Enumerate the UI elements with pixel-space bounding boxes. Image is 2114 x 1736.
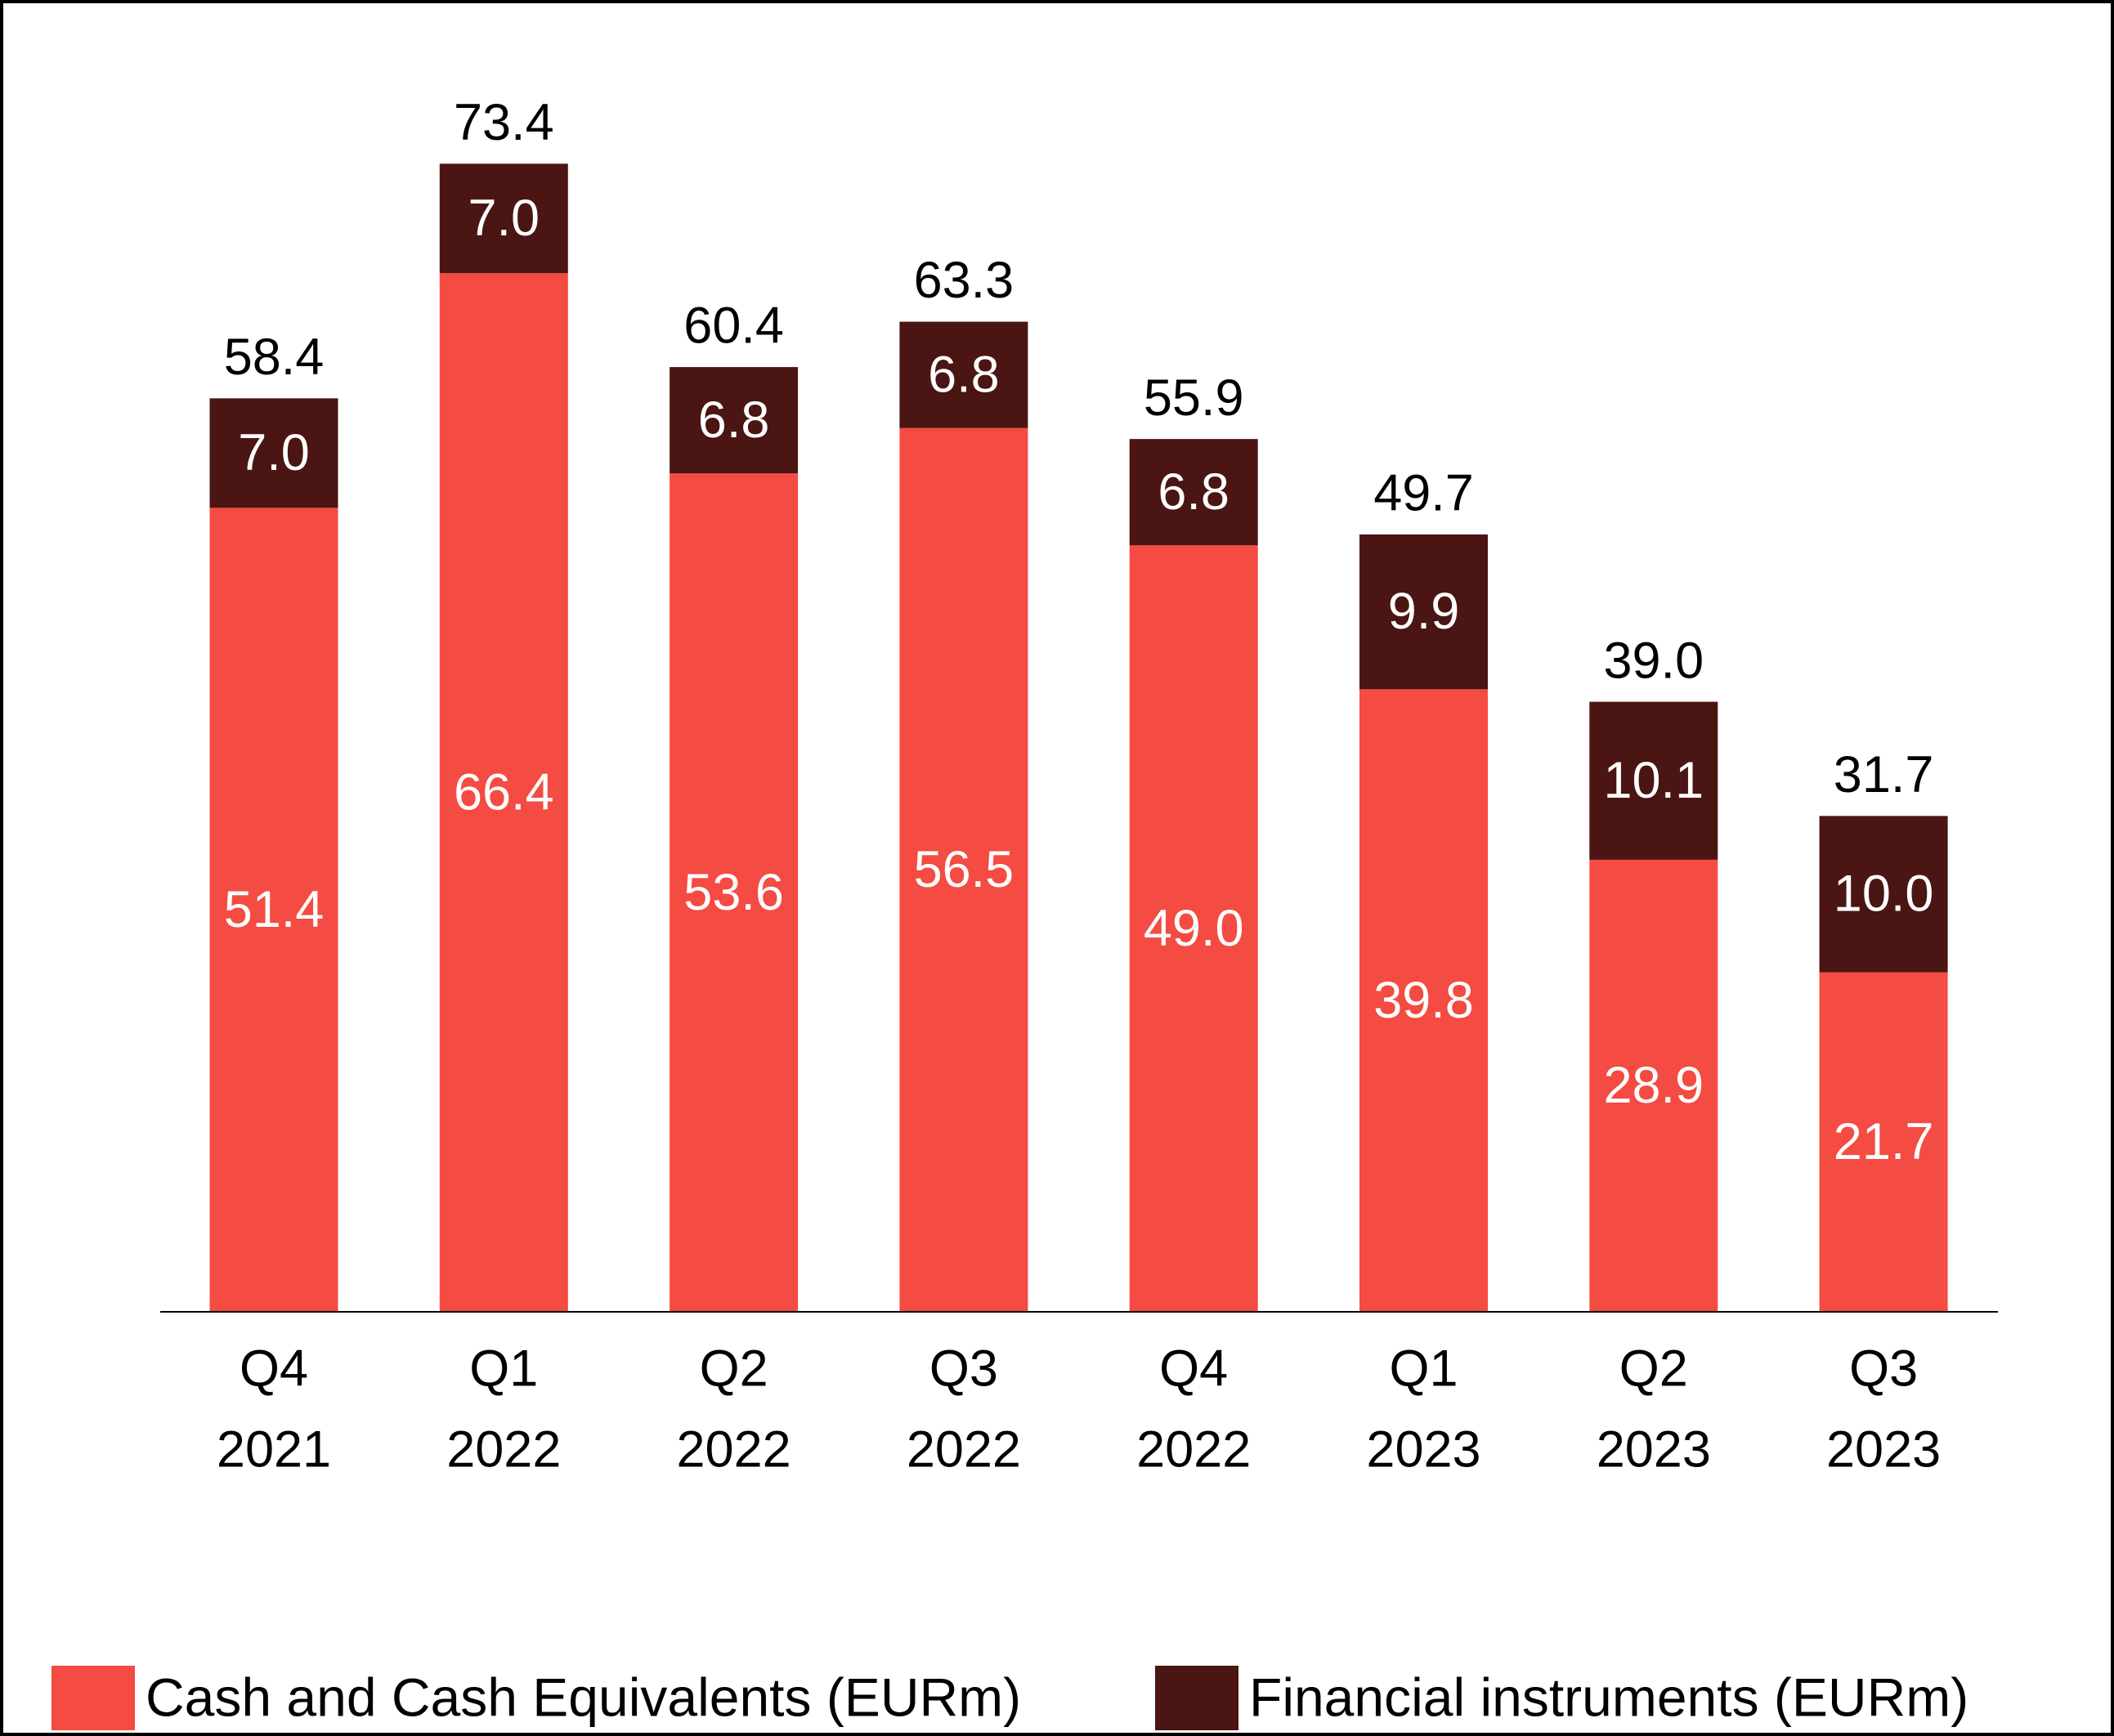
value-label: 10.1 xyxy=(1603,752,1704,809)
bar-segment xyxy=(209,398,338,508)
total-label: 58.4 xyxy=(224,329,325,386)
total-label: 63.3 xyxy=(914,252,1014,309)
value-label: 28.9 xyxy=(1603,1057,1704,1114)
x-tick-label: Q1 xyxy=(1389,1340,1458,1398)
x-tick-label: Q3 xyxy=(929,1340,998,1398)
bar-segment xyxy=(1589,859,1718,1312)
bar-segment xyxy=(439,273,568,1312)
x-tick-label: Q1 xyxy=(469,1340,538,1398)
total-label: 73.4 xyxy=(454,94,554,151)
bar-segment xyxy=(670,473,799,1312)
x-tick-label: 2023 xyxy=(1597,1421,1711,1479)
bar-segment xyxy=(209,508,338,1312)
value-label: 39.8 xyxy=(1373,972,1474,1029)
x-tick-label: 2022 xyxy=(677,1421,791,1479)
bar-segment xyxy=(1129,439,1258,546)
bar-segment xyxy=(1359,534,1488,690)
bar-segment xyxy=(899,427,1028,1313)
value-label: 7.0 xyxy=(468,190,540,247)
value-label: 6.8 xyxy=(1158,463,1229,521)
total-label: 49.7 xyxy=(1373,465,1474,522)
value-label: 10.0 xyxy=(1834,866,1934,923)
bar-segment xyxy=(899,321,1028,428)
bar-segment xyxy=(439,163,568,274)
value-label: 49.0 xyxy=(1144,900,1244,957)
bar-segment xyxy=(1819,816,1948,973)
x-tick-label: Q2 xyxy=(700,1340,768,1398)
value-label: 6.8 xyxy=(928,346,1000,403)
x-tick-label: Q2 xyxy=(1619,1340,1688,1398)
total-label: 31.7 xyxy=(1834,746,1934,803)
x-tick-label: 2023 xyxy=(1826,1421,1941,1479)
total-label: 55.9 xyxy=(1144,369,1244,427)
value-label: 9.9 xyxy=(1388,583,1460,640)
bar-segment xyxy=(1129,545,1258,1312)
total-label: 39.0 xyxy=(1603,632,1704,689)
bar-segment xyxy=(1589,701,1718,860)
value-label: 6.8 xyxy=(698,391,770,449)
value-label: 66.4 xyxy=(454,763,554,821)
x-tick-label: Q3 xyxy=(1849,1340,1918,1398)
legend-swatch xyxy=(52,1666,135,1730)
total-label: 60.4 xyxy=(683,298,784,355)
bar-segment xyxy=(1359,689,1488,1312)
value-label: 21.7 xyxy=(1834,1113,1934,1170)
x-tick-label: 2022 xyxy=(907,1421,1021,1479)
bar-segment xyxy=(670,367,799,474)
x-tick-label: 2022 xyxy=(446,1421,561,1479)
value-label: 53.6 xyxy=(683,864,784,921)
x-tick-label: 2023 xyxy=(1366,1421,1480,1479)
x-tick-label: 2021 xyxy=(217,1421,331,1479)
x-tick-label: Q4 xyxy=(1159,1340,1228,1398)
legend-swatch xyxy=(1155,1666,1238,1730)
x-tick-label: Q4 xyxy=(240,1340,308,1398)
legend-label: Cash and Cash Equivalents (EURm) xyxy=(146,1667,1021,1727)
value-label: 7.0 xyxy=(238,424,310,481)
legend-label: Financial instruments (EURm) xyxy=(1249,1667,1968,1727)
value-label: 56.5 xyxy=(914,841,1014,898)
bar-segment xyxy=(1819,972,1948,1312)
x-tick-label: 2022 xyxy=(1136,1421,1251,1479)
value-label: 51.4 xyxy=(224,881,325,938)
